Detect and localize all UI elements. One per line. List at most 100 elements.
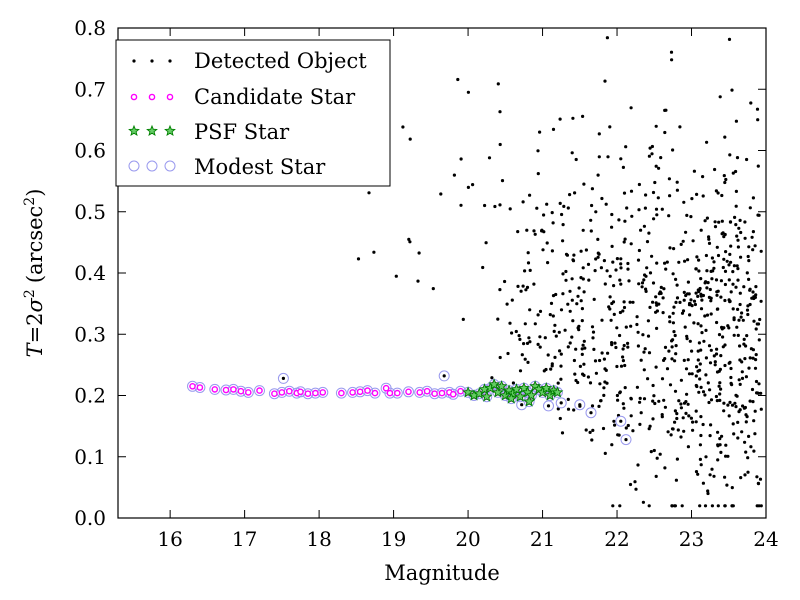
detected-object-point: [503, 279, 507, 284]
detected-object-point: [548, 313, 552, 317]
detected-object-point: [739, 230, 743, 235]
detected-object-point: [738, 358, 742, 362]
candidate-star-point: [319, 389, 327, 396]
detected-object-point: [579, 299, 583, 303]
detected-object-point: [685, 213, 689, 217]
detected-object-point: [723, 298, 727, 303]
legend-label-psf-star: PSF Star: [194, 120, 290, 144]
detected-object-point: [439, 192, 443, 196]
detected-object-point: [617, 218, 621, 222]
detected-object-point: [721, 345, 725, 349]
y-tick-label: 0.5: [74, 200, 106, 224]
detected-object-point: [549, 301, 554, 305]
detected-object-point: [608, 125, 612, 129]
detected-object-point: [699, 385, 703, 389]
x-tick-label: 21: [530, 527, 555, 551]
detected-object-point: [748, 206, 752, 210]
psf-star-point: [523, 395, 536, 407]
detected-object-point: [367, 191, 371, 195]
detected-object-point: [678, 300, 682, 304]
detected-object-point: [561, 272, 565, 276]
x-tick-label: 20: [455, 527, 480, 551]
detected-object-point: [496, 82, 500, 86]
detected-object-point: [608, 274, 612, 278]
detected-object-point: [560, 431, 565, 435]
detected-object-point: [629, 106, 633, 110]
detected-object-point: [622, 240, 626, 244]
detected-object-point: [712, 354, 716, 358]
detected-object-point: [654, 295, 658, 299]
detected-object-point: [592, 297, 596, 301]
detected-object-point: [611, 504, 615, 508]
detected-object-point: [691, 428, 695, 432]
modest-star-point: [209, 383, 221, 395]
detected-object-point: [538, 130, 542, 134]
detected-object-point: [605, 381, 609, 385]
detected-object-point: [644, 193, 648, 197]
psf-star-point: [544, 389, 556, 401]
detected-object-point: [757, 382, 761, 386]
detected-object-point: [498, 110, 502, 114]
detected-object-point: [708, 473, 712, 477]
detected-object-point: [685, 392, 689, 396]
modest-star-point: [335, 387, 347, 399]
detected-object-point: [730, 403, 735, 407]
detected-object-point: [621, 359, 626, 363]
detected-object-point: [690, 349, 694, 353]
detected-object-point: [618, 310, 623, 315]
detected-object-point: [401, 125, 405, 129]
detected-object-point: [562, 204, 566, 208]
detected-object-point: [745, 271, 749, 275]
y-axis-title-T: T: [23, 341, 47, 357]
detected-object-point: [431, 287, 435, 291]
detected-object-point: [481, 265, 485, 270]
candidate-star-point: [457, 387, 464, 395]
candidate-star-point: [405, 388, 412, 396]
detected-object-point: [593, 359, 598, 363]
detected-object-point: [516, 230, 520, 234]
detected-object-point: [584, 428, 588, 432]
detected-object-point: [740, 370, 744, 374]
detected-object-point: [706, 489, 710, 493]
detected-object-point: [598, 358, 602, 363]
detected-object-point: [466, 90, 470, 94]
detected-object-point: [417, 251, 421, 255]
detected-object-point: [722, 174, 726, 178]
detected-object-point: [523, 322, 527, 326]
detected-object-point: [706, 491, 710, 496]
detected-object-point: [572, 408, 576, 412]
y-axis-title-sigma-exp: 2: [22, 289, 38, 298]
detected-object-point: [581, 343, 585, 347]
detected-object-point: [614, 268, 618, 272]
detected-object-point: [582, 373, 586, 377]
detected-object-point: [528, 193, 532, 197]
detected-object-point: [621, 309, 625, 313]
detected-object-point: [737, 226, 741, 230]
detected-object-point: [621, 355, 625, 359]
detected-object-point: [671, 272, 675, 276]
detected-object-point: [752, 449, 756, 453]
detected-object-point: [564, 269, 568, 274]
detected-object-point: [701, 194, 705, 198]
psf-star-point: [551, 386, 564, 398]
detected-object-point: [629, 242, 633, 246]
detected-object-point: [613, 341, 617, 345]
detected-object-point: [738, 302, 742, 307]
detected-object-point: [735, 264, 739, 268]
detected-object-point: [610, 443, 614, 447]
detected-object-point: [606, 155, 610, 159]
detected-object-point: [663, 466, 667, 470]
detected-object-point: [691, 420, 695, 424]
x-tick-label: 22: [604, 527, 629, 551]
y-tick-label: 0.8: [74, 16, 106, 40]
detected-object-point: [640, 285, 644, 289]
detected-object-point: [675, 283, 679, 287]
detected-object-point: [639, 228, 643, 232]
candidate-star-point: [386, 389, 394, 397]
detected-object-point: [630, 214, 634, 218]
detected-object-point: [723, 504, 727, 508]
detected-object-point: [674, 344, 678, 348]
detected-object-point: [718, 437, 722, 441]
detected-object-point: [522, 342, 526, 346]
detected-object-point: [715, 320, 719, 325]
